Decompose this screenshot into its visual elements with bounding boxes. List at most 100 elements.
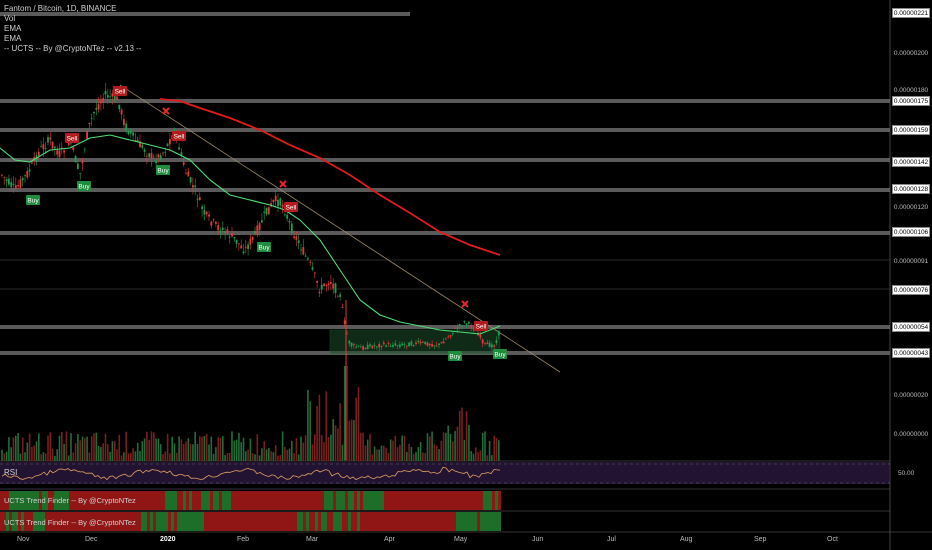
candle-body[interactable] (49, 137, 52, 140)
candle-body[interactable] (488, 342, 491, 347)
candle-body[interactable] (394, 343, 397, 346)
candle-body[interactable] (12, 183, 15, 186)
candle-body[interactable] (148, 153, 151, 158)
candle-body[interactable] (438, 343, 440, 346)
candle-body[interactable] (265, 207, 268, 215)
candle-body[interactable] (217, 225, 220, 231)
candle-body[interactable] (495, 340, 498, 343)
candle-body[interactable] (440, 342, 443, 344)
candle-body[interactable] (228, 236, 231, 238)
candle-body[interactable] (205, 211, 208, 215)
horizontal-level-line[interactable] (0, 12, 410, 16)
horizontal-level-line[interactable] (0, 158, 890, 162)
ema-indicator-label-2[interactable]: EMA (4, 34, 22, 43)
candle-body[interactable] (93, 112, 95, 114)
candle-body[interactable] (461, 326, 463, 327)
candle-body[interactable] (212, 219, 215, 221)
candle-body[interactable] (486, 342, 489, 345)
candle-body[interactable] (447, 336, 450, 338)
candle-body[interactable] (373, 345, 376, 347)
candle-body[interactable] (366, 344, 369, 350)
candle-body[interactable] (210, 221, 213, 226)
candle-body[interactable] (376, 346, 378, 348)
candle-body[interactable] (311, 267, 314, 270)
candle-body[interactable] (17, 185, 19, 187)
candle-body[interactable] (403, 344, 406, 345)
candle-body[interactable] (203, 209, 206, 215)
candle-body[interactable] (56, 150, 59, 155)
candle-body[interactable] (240, 245, 243, 249)
candle-body[interactable] (297, 240, 300, 244)
buy-signal[interactable]: Buy (493, 349, 507, 359)
candle-body[interactable] (26, 170, 29, 178)
buy-signal[interactable]: Buy (156, 165, 170, 175)
candle-body[interactable] (408, 342, 410, 347)
rsi-pane-label[interactable]: RSI (4, 468, 18, 477)
candle-body[interactable] (307, 258, 309, 260)
candle-body[interactable] (235, 239, 238, 244)
ema-indicator-label-1[interactable]: EMA (4, 24, 22, 33)
candle-body[interactable] (113, 95, 116, 101)
candle-body[interactable] (449, 335, 452, 337)
candle-body[interactable] (493, 345, 496, 347)
candle-body[interactable] (28, 169, 31, 172)
horizontal-level-line[interactable] (0, 231, 890, 235)
candle-body[interactable] (244, 246, 247, 248)
candle-body[interactable] (267, 207, 270, 215)
candle-body[interactable] (458, 324, 461, 326)
candle-body[interactable] (192, 185, 194, 188)
candle-body[interactable] (226, 229, 229, 234)
ucts-indicator-label[interactable]: -- UCTS -- By @CryptoNTez -- v2.13 -- (4, 44, 142, 53)
candle-body[interactable] (120, 109, 123, 115)
buy-signal[interactable]: Buy (448, 351, 462, 361)
candle-body[interactable] (88, 122, 91, 125)
rsi-line[interactable] (1, 466, 501, 481)
candle-body[interactable] (8, 178, 10, 185)
candle-body[interactable] (422, 341, 424, 343)
horizontal-level-line[interactable] (0, 325, 890, 329)
horizontal-level-line[interactable] (0, 188, 890, 192)
candle-body[interactable] (339, 294, 341, 298)
candle-body[interactable] (249, 238, 252, 245)
candle-body[interactable] (330, 282, 332, 284)
candle-body[interactable] (405, 345, 408, 347)
candle-body[interactable] (272, 199, 275, 203)
candle-body[interactable] (451, 332, 454, 334)
candle-body[interactable] (5, 179, 8, 182)
candle-body[interactable] (261, 220, 263, 223)
candle-body[interactable] (284, 214, 286, 216)
candle-body[interactable] (357, 345, 360, 347)
candle-body[interactable] (219, 230, 222, 233)
trend-finder-label-2[interactable]: UCTS Trend Finder -- By @CryptoNTez (4, 518, 136, 527)
candle-body[interactable] (258, 223, 261, 231)
candle-body[interactable] (334, 283, 337, 294)
candle-body[interactable] (187, 171, 190, 177)
candle-body[interactable] (139, 141, 141, 148)
candle-body[interactable] (1, 174, 3, 176)
candle-body[interactable] (51, 141, 54, 149)
candle-body[interactable] (215, 221, 217, 224)
candle-body[interactable] (481, 339, 484, 344)
candle-body[interactable] (355, 346, 358, 348)
candle-body[interactable] (378, 343, 381, 348)
candle-body[interactable] (37, 151, 40, 156)
candle-body[interactable] (79, 173, 82, 174)
candle-body[interactable] (401, 343, 404, 346)
candle-body[interactable] (364, 347, 367, 350)
candle-body[interactable] (341, 306, 344, 308)
candle-body[interactable] (77, 163, 79, 169)
candle-body[interactable] (426, 342, 429, 347)
candle-body[interactable] (442, 341, 445, 344)
sell-signal[interactable]: Sell (474, 321, 488, 331)
candle-body[interactable] (198, 197, 201, 201)
candle-body[interactable] (295, 236, 298, 240)
candle-body[interactable] (146, 155, 148, 157)
candle-body[interactable] (150, 152, 153, 159)
candle-body[interactable] (95, 108, 98, 110)
candle-body[interactable] (353, 344, 355, 346)
candle-body[interactable] (74, 155, 77, 163)
candle-body[interactable] (180, 152, 183, 156)
range-box[interactable] (329, 329, 501, 355)
candle-body[interactable] (463, 321, 466, 323)
